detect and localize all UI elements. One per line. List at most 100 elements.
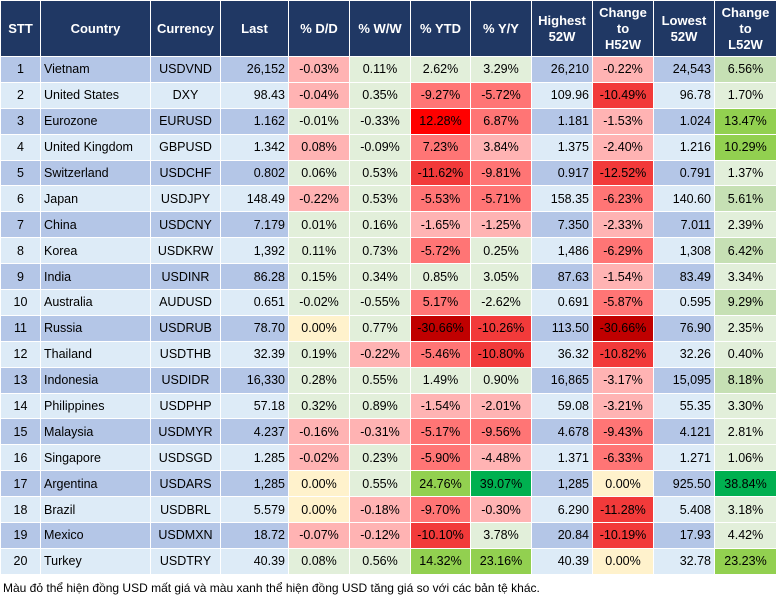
cell-yy: -0.30% — [470, 496, 532, 524]
cell-high: 158.35 — [531, 185, 593, 213]
cell-low: 7.011 — [653, 211, 715, 239]
cell-country: India — [40, 263, 151, 291]
cell-ch: -1.53% — [592, 107, 654, 135]
cell-ch: -0.22% — [592, 56, 654, 83]
cell-high: 1.375 — [531, 133, 593, 161]
cell-stt: 14 — [0, 392, 41, 420]
footnote: Màu đỏ thể hiện đồng USD mất giá và màu … — [3, 580, 540, 595]
cell-ww: -0.55% — [349, 289, 411, 316]
cell-dd: -0.07% — [288, 522, 350, 549]
cell-last: 1.342 — [220, 133, 289, 161]
cell-yy: -10.80% — [470, 340, 532, 368]
cell-ytd: -5.53% — [410, 185, 471, 213]
cell-currency: DXY — [150, 81, 221, 109]
cell-ch: -10.19% — [592, 522, 654, 549]
cell-stt: 7 — [0, 211, 41, 239]
cell-country: Malaysia — [40, 418, 151, 446]
cell-currency: USDIDR — [150, 366, 221, 394]
cell-last: 26,152 — [220, 56, 289, 83]
table-row: 19 Mexico USDMXN 18.72 -0.07% -0.12% -10.10% 3.… — [0, 522, 777, 549]
header-change-l52w: Change to L52W — [714, 0, 777, 57]
cell-country: Indonesia — [40, 366, 151, 394]
cell-ww: -0.18% — [349, 496, 411, 524]
cell-low: 15,095 — [653, 366, 715, 394]
cell-currency: USDJPY — [150, 185, 221, 213]
cell-last: 4.237 — [220, 418, 289, 446]
header-last: Last — [220, 0, 289, 57]
cell-last: 148.49 — [220, 185, 289, 213]
cell-low: 140.60 — [653, 185, 715, 213]
cell-ytd: 1.49% — [410, 366, 471, 394]
cell-currency: AUDUSD — [150, 289, 221, 316]
table-row: 4 United Kingdom GBPUSD 1.342 0.08% -0.09% 7.2… — [0, 133, 777, 161]
cell-low: 32.78 — [653, 547, 715, 575]
cell-cl: 6.56% — [714, 56, 777, 83]
cell-cl: 10.29% — [714, 133, 777, 161]
cell-country: Australia — [40, 289, 151, 316]
table-row: 17 Argentina USDARS 1,285 0.00% 0.55% 24.76% 39… — [0, 470, 777, 498]
cell-ww: -0.31% — [349, 418, 411, 446]
cell-high: 36.32 — [531, 340, 593, 368]
cell-dd: -0.03% — [288, 56, 350, 83]
cell-country: Vietnam — [40, 56, 151, 83]
currency-table: STT Country Currency Last% D/D% W/W% YTD% Y… — [0, 0, 777, 575]
cell-ww: 0.55% — [349, 470, 411, 498]
cell-country: Korea — [40, 237, 151, 265]
cell-yy: 0.25% — [470, 237, 532, 265]
cell-dd: 0.11% — [288, 237, 350, 265]
cell-currency: EURUSD — [150, 107, 221, 135]
cell-yy: 3.05% — [470, 263, 532, 291]
cell-last: 1,285 — [220, 470, 289, 498]
cell-low: 32.26 — [653, 340, 715, 368]
cell-dd: -0.02% — [288, 444, 350, 472]
cell-ytd: -11.62% — [410, 159, 471, 187]
cell-country: United States — [40, 81, 151, 109]
cell-country: Eurozone — [40, 107, 151, 135]
cell-ww: 0.77% — [349, 314, 411, 342]
cell-last: 0.802 — [220, 159, 289, 187]
table-row: 6 Japan USDJPY 148.49 -0.22% 0.53% -5.53% -5.71… — [0, 185, 777, 213]
cell-yy: -2.01% — [470, 392, 532, 420]
cell-stt: 3 — [0, 107, 41, 135]
cell-dd: 0.19% — [288, 340, 350, 368]
cell-high: 0.917 — [531, 159, 593, 187]
cell-ww: -0.12% — [349, 522, 411, 549]
cell-ytd: 12.28% — [410, 107, 471, 135]
cell-high: 59.08 — [531, 392, 593, 420]
cell-ytd: 24.76% — [410, 470, 471, 498]
cell-dd: -0.02% — [288, 289, 350, 316]
cell-currency: USDMXN — [150, 522, 221, 549]
table-row: 18 Brazil USDBRL 5.579 0.00% -0.18% -9.70% -0.3… — [0, 496, 777, 524]
cell-stt: 18 — [0, 496, 41, 524]
cell-dd: -0.01% — [288, 107, 350, 135]
cell-ytd: -1.65% — [410, 211, 471, 239]
cell-ch: -6.33% — [592, 444, 654, 472]
cell-currency: USDMYR — [150, 418, 221, 446]
cell-ww: 0.55% — [349, 366, 411, 394]
table-row: 7 China USDCNY 7.179 0.01% 0.16% -1.65% -1.25% 7… — [0, 211, 777, 239]
cell-ch: -6.23% — [592, 185, 654, 213]
cell-ytd: -5.72% — [410, 237, 471, 265]
cell-high: 4.678 — [531, 418, 593, 446]
cell-country: Mexico — [40, 522, 151, 549]
cell-high: 26,210 — [531, 56, 593, 83]
table-row: 15 Malaysia USDMYR 4.237 -0.16% -0.31% -5.17% -… — [0, 418, 777, 446]
cell-low: 83.49 — [653, 263, 715, 291]
cell-dd: -0.16% — [288, 418, 350, 446]
cell-low: 1.271 — [653, 444, 715, 472]
cell-ww: 0.34% — [349, 263, 411, 291]
cell-cl: 2.39% — [714, 211, 777, 239]
cell-currency: USDVND — [150, 56, 221, 83]
table-row: 10 Australia AUDUSD 0.651 -0.02% -0.55% 5.17% -… — [0, 289, 777, 316]
cell-ww: -0.09% — [349, 133, 411, 161]
cell-ytd: -9.70% — [410, 496, 471, 524]
cell-cl: 9.29% — [714, 289, 777, 316]
cell-last: 40.39 — [220, 547, 289, 575]
cell-yy: -5.71% — [470, 185, 532, 213]
cell-country: United Kingdom — [40, 133, 151, 161]
cell-ch: -2.33% — [592, 211, 654, 239]
cell-yy: -2.62% — [470, 289, 532, 316]
cell-cl: 1.06% — [714, 444, 777, 472]
header-row: STT Country Currency Last% D/D% W/W% YTD% Y… — [0, 0, 777, 57]
cell-currency: USDBRL — [150, 496, 221, 524]
